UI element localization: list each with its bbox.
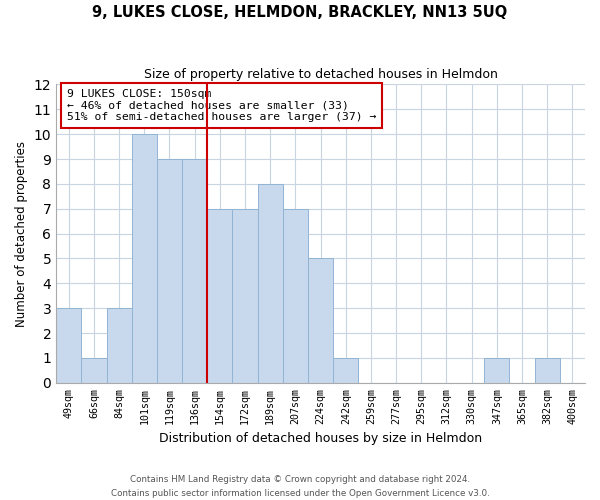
Bar: [56, 308, 82, 383]
Y-axis label: Number of detached properties: Number of detached properties: [15, 140, 28, 326]
Text: 9, LUKES CLOSE, HELMDON, BRACKLEY, NN13 5UQ: 9, LUKES CLOSE, HELMDON, BRACKLEY, NN13 …: [92, 5, 508, 20]
Text: Contains HM Land Registry data © Crown copyright and database right 2024.
Contai: Contains HM Land Registry data © Crown c…: [110, 476, 490, 498]
Bar: [132, 134, 157, 383]
Bar: [182, 159, 207, 383]
Text: 9 LUKES CLOSE: 150sqm
← 46% of detached houses are smaller (33)
51% of semi-deta: 9 LUKES CLOSE: 150sqm ← 46% of detached …: [67, 89, 376, 122]
Bar: [283, 209, 308, 383]
Bar: [82, 358, 107, 383]
Bar: [107, 308, 132, 383]
Bar: [257, 184, 283, 383]
X-axis label: Distribution of detached houses by size in Helmdon: Distribution of detached houses by size …: [159, 432, 482, 445]
Bar: [484, 358, 509, 383]
Bar: [157, 159, 182, 383]
Bar: [232, 209, 257, 383]
Bar: [333, 358, 358, 383]
Bar: [535, 358, 560, 383]
Bar: [308, 258, 333, 383]
Bar: [207, 209, 232, 383]
Title: Size of property relative to detached houses in Helmdon: Size of property relative to detached ho…: [143, 68, 497, 80]
